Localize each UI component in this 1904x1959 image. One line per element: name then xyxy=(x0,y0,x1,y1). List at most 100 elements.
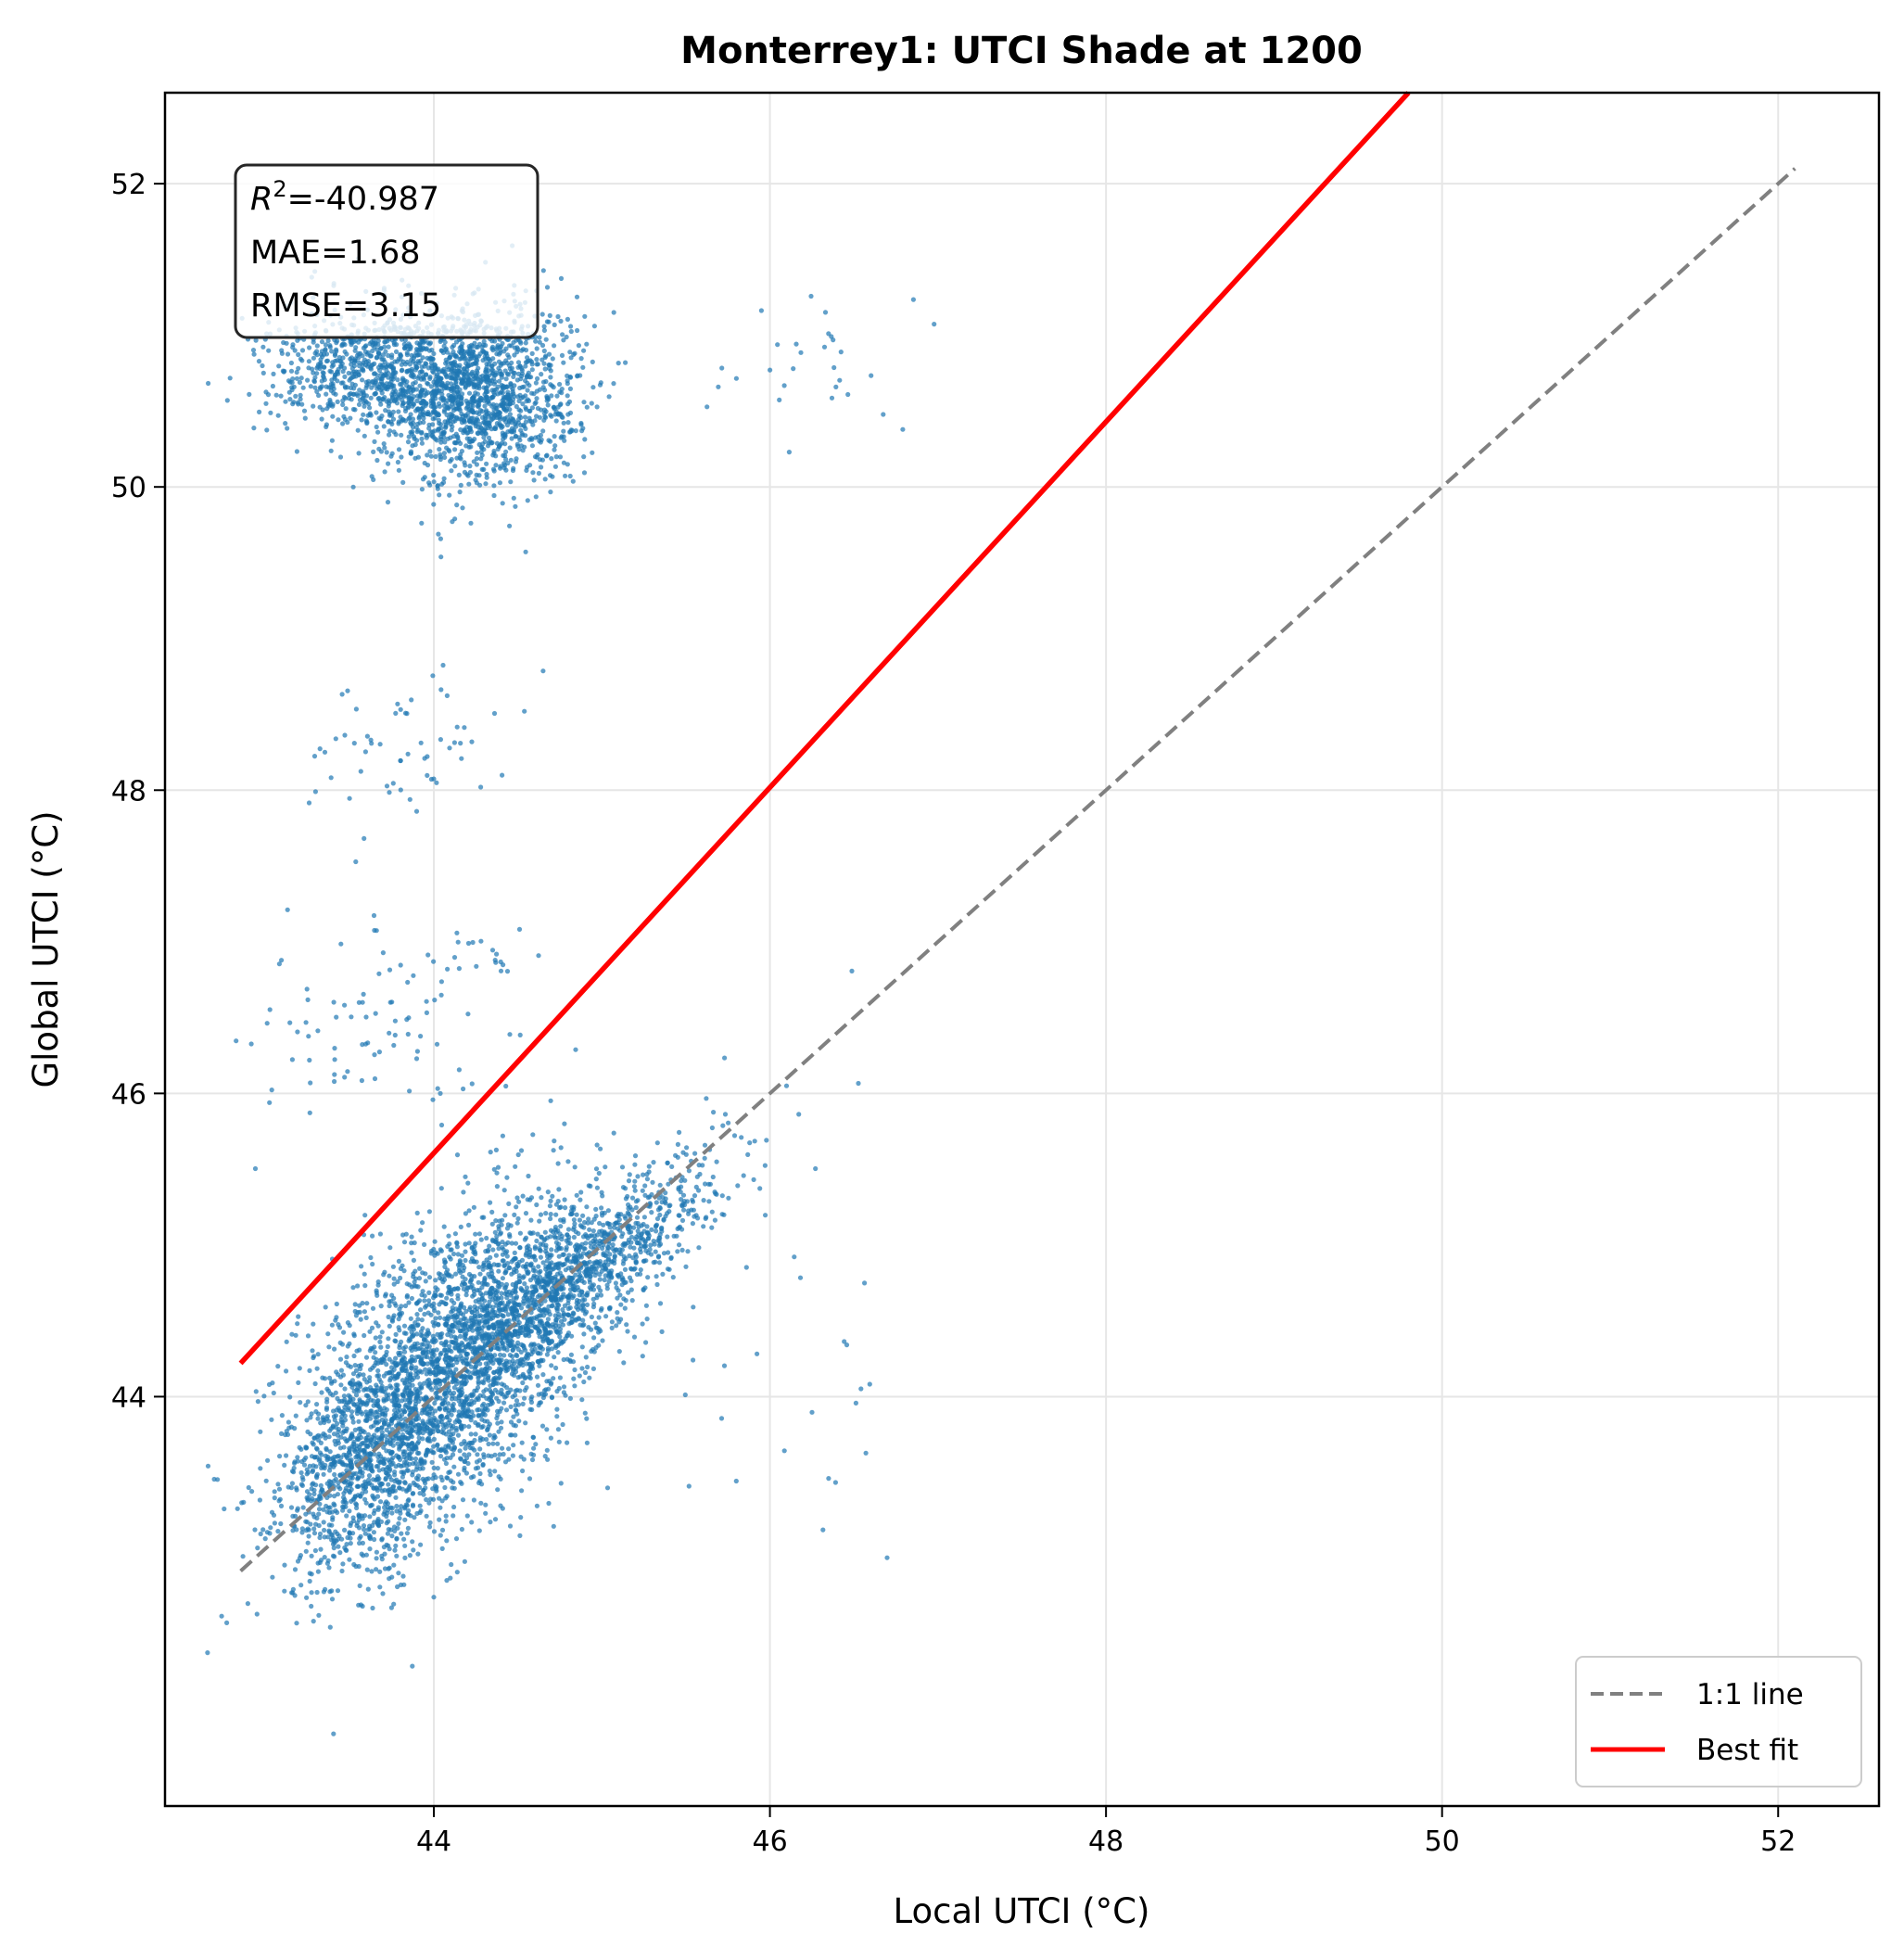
scatter-point xyxy=(396,1571,401,1576)
scatter-point xyxy=(470,1328,476,1333)
scatter-point xyxy=(631,1184,638,1189)
scatter-point xyxy=(337,1445,343,1451)
scatter-point xyxy=(569,1208,575,1214)
scatter-point xyxy=(510,1453,516,1458)
scatter-point xyxy=(349,1416,355,1421)
scatter-point xyxy=(619,1164,626,1170)
scatter-point xyxy=(425,1328,431,1333)
scatter-point xyxy=(528,1262,534,1267)
scatter-point xyxy=(455,1286,461,1291)
scatter-point xyxy=(435,1466,440,1471)
scatter-point xyxy=(438,1248,444,1253)
scatter-point xyxy=(416,1276,423,1281)
scatter-point xyxy=(620,1185,627,1190)
scatter-point xyxy=(485,1282,490,1288)
scatter-point xyxy=(584,341,590,347)
scatter-point xyxy=(316,1511,322,1517)
scatter-point xyxy=(642,1240,648,1245)
scatter-point xyxy=(536,1264,541,1269)
scatter-point xyxy=(577,1298,582,1304)
scatter-point xyxy=(387,1245,393,1251)
scatter-point xyxy=(483,1291,489,1296)
scatter-point xyxy=(560,1421,565,1428)
scatter-point xyxy=(529,1293,535,1299)
scatter-point xyxy=(603,1266,608,1272)
scatter-point xyxy=(258,1429,263,1434)
scatter-point xyxy=(572,1221,578,1227)
scatter-point xyxy=(528,1217,534,1223)
scatter-point xyxy=(534,1316,539,1321)
scatter-point xyxy=(455,1292,461,1298)
scatter-point xyxy=(401,1536,407,1542)
scatter-point xyxy=(596,1170,602,1177)
scatter-point xyxy=(626,1202,631,1208)
scatter-point xyxy=(516,1199,522,1204)
scatter-point xyxy=(460,1406,465,1411)
scatter-point xyxy=(511,1316,517,1321)
scatter-point xyxy=(497,1408,502,1415)
scatter-point xyxy=(533,1442,539,1447)
scatter-point xyxy=(338,1367,344,1373)
scatter-point xyxy=(475,1422,481,1429)
scatter-point xyxy=(309,1553,314,1558)
scatter-point xyxy=(584,1204,590,1210)
scatter-point xyxy=(607,1304,613,1311)
scatter-point xyxy=(449,1446,454,1452)
scatter-point xyxy=(482,1298,488,1304)
scatter-point xyxy=(468,1475,475,1481)
scatter-point xyxy=(673,1152,679,1158)
scatter-point xyxy=(444,1415,450,1420)
scatter-point xyxy=(400,1263,405,1268)
scatter-point xyxy=(428,1312,434,1317)
scatter-point xyxy=(315,1569,321,1574)
scatter-point xyxy=(551,1523,556,1529)
scatter-point xyxy=(524,1295,529,1301)
scatter-point xyxy=(583,1273,590,1278)
scatter-point xyxy=(476,1300,482,1305)
scatter-point xyxy=(450,1485,455,1491)
scatter-point xyxy=(413,1394,419,1400)
scatter-point xyxy=(626,1211,631,1216)
scatter-point xyxy=(561,1339,566,1344)
scatter-point xyxy=(287,1394,293,1400)
scatter-point xyxy=(506,1446,512,1452)
scatter-point xyxy=(507,1234,513,1240)
scatter-point xyxy=(459,1380,464,1385)
scatter-point xyxy=(430,1476,436,1482)
scatter-point xyxy=(411,1257,416,1263)
scatter-point xyxy=(282,1588,287,1594)
scatter-point xyxy=(469,1520,475,1525)
scatter-point xyxy=(384,1349,389,1355)
scatter-point xyxy=(452,1231,458,1237)
scatter-point xyxy=(580,1213,586,1218)
scatter-point xyxy=(654,1274,659,1279)
scatter-point xyxy=(529,367,535,373)
scatter-point xyxy=(386,1457,391,1463)
scatter-point xyxy=(333,1413,338,1418)
scatter-point xyxy=(566,1275,572,1280)
scatter-point xyxy=(404,1384,410,1391)
scatter-point xyxy=(420,1326,425,1331)
scatter-point xyxy=(420,1361,425,1367)
scatter-point xyxy=(404,1377,410,1382)
scatter-point xyxy=(369,1502,374,1507)
scatter-point xyxy=(493,1253,500,1258)
scatter-point xyxy=(294,1527,299,1533)
scatter-point xyxy=(413,1482,418,1488)
scatter-point xyxy=(536,1392,541,1397)
scatter-point xyxy=(418,1542,424,1547)
scatter-point xyxy=(397,1516,402,1521)
scatter-point xyxy=(663,1214,668,1219)
scatter-point xyxy=(434,1422,439,1428)
scatter-point xyxy=(451,1300,457,1306)
scatter-point xyxy=(284,1368,289,1374)
scatter-point xyxy=(387,1468,392,1473)
scatter-point xyxy=(348,1541,353,1546)
scatter-point xyxy=(555,1228,561,1233)
scatter-point xyxy=(508,1404,514,1409)
scatter-point xyxy=(387,1448,392,1454)
scatter-point xyxy=(430,1496,437,1502)
scatter-point xyxy=(331,1408,336,1414)
scatter-point xyxy=(567,1357,573,1363)
scatter-point xyxy=(509,1240,514,1246)
